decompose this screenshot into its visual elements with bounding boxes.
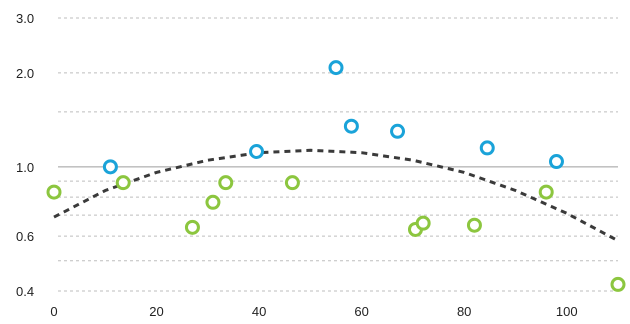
data-point (415, 215, 431, 231)
trendline-layer (53, 148, 619, 243)
x-tick-label: 40 (252, 304, 266, 319)
data-point (205, 194, 221, 210)
data-point (548, 154, 564, 170)
data-point (284, 175, 300, 191)
y-tick-label: 0.6 (16, 229, 34, 244)
data-point (610, 276, 626, 292)
data-point (46, 184, 62, 200)
y-tick-label: 3.0 (16, 11, 34, 26)
data-point (218, 175, 234, 191)
y-tick-label: 2.0 (16, 66, 34, 81)
data-point (184, 219, 200, 235)
x-tick-label: 0 (50, 304, 57, 319)
data-points-layer (46, 60, 626, 292)
data-point (390, 123, 406, 139)
x-tick-label: 80 (457, 304, 471, 319)
data-point (102, 159, 118, 175)
data-point (328, 60, 344, 76)
data-point (479, 140, 495, 156)
y-tick-label: 0.4 (16, 284, 34, 299)
x-tick-labels: 0 20 40 60 80 100 (50, 304, 577, 319)
y-tick-labels: 0.4 0.6 1.0 2.0 3.0 (16, 11, 34, 299)
x-tick-label: 100 (556, 304, 578, 319)
grid-layer (58, 17, 618, 292)
data-point (466, 217, 482, 233)
data-point (538, 184, 554, 200)
x-tick-label: 20 (149, 304, 163, 319)
data-point (115, 175, 131, 191)
y-tick-label: 1.0 (16, 160, 34, 175)
x-tick-label: 60 (354, 304, 368, 319)
data-point (343, 118, 359, 134)
data-point (249, 143, 265, 159)
trendline (53, 148, 619, 243)
